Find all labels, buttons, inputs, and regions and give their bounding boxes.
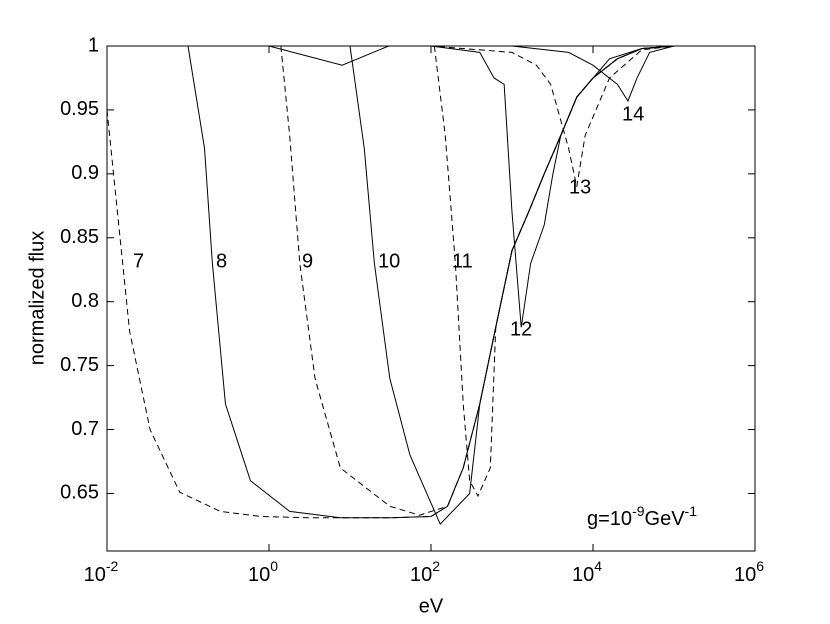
curve-label: 11 <box>452 250 473 272</box>
y-tick-label: 0.7 <box>71 418 99 440</box>
curve <box>350 45 675 103</box>
plot-frame <box>106 45 756 552</box>
x-tick-base: 10 <box>572 564 594 586</box>
x-axis-label: eV <box>419 595 444 617</box>
x-tick-exponent: 6 <box>756 558 764 574</box>
x-tick-exponent: 2 <box>432 558 440 574</box>
curve-label: 7 <box>133 250 144 272</box>
x-tick-exponent: 0 <box>270 558 278 574</box>
y-tick-label: 0.95 <box>60 98 99 120</box>
annotation-part: g=10 <box>587 508 632 530</box>
x-tick-base: 10 <box>248 564 270 586</box>
annotation-part: GeV <box>645 508 686 530</box>
y-tick-label: 1 <box>88 34 99 56</box>
y-tick-label: 0.65 <box>60 482 99 504</box>
x-tick-label: 10-2 <box>84 558 119 587</box>
curve-label: 14 <box>622 103 644 125</box>
annotation: g=10-9GeV-1 <box>587 503 697 531</box>
curve-label: 8 <box>216 250 227 272</box>
curve-label: 10 <box>378 250 400 272</box>
x-tick-base: 10 <box>410 564 432 586</box>
y-tick-label: 0.85 <box>60 226 99 248</box>
y-tick-label: 0.8 <box>71 290 99 312</box>
annotation-part: -9 <box>632 503 645 519</box>
x-tick-label: 106 <box>734 558 764 587</box>
curve-label: 13 <box>569 176 591 198</box>
annotation-part: -1 <box>685 503 698 519</box>
y-tick-label: 0.75 <box>60 354 99 376</box>
curve-label: 9 <box>302 250 313 272</box>
x-tick-label: 104 <box>572 558 602 587</box>
curve <box>269 45 675 187</box>
y-tick-label: 0.9 <box>71 162 99 184</box>
curve <box>187 45 675 519</box>
curve-label: 12 <box>510 318 532 340</box>
x-tick-exponent: -2 <box>106 558 119 574</box>
curve <box>106 45 675 519</box>
x-tick-base: 10 <box>734 564 756 586</box>
y-axis-label: normalized flux <box>26 231 48 366</box>
x-tick-label: 100 <box>248 558 278 587</box>
curve <box>280 45 675 516</box>
curve <box>188 45 675 328</box>
x-tick-label: 102 <box>410 558 440 587</box>
x-tick-exponent: 4 <box>594 558 602 574</box>
x-tick-base: 10 <box>84 564 106 586</box>
